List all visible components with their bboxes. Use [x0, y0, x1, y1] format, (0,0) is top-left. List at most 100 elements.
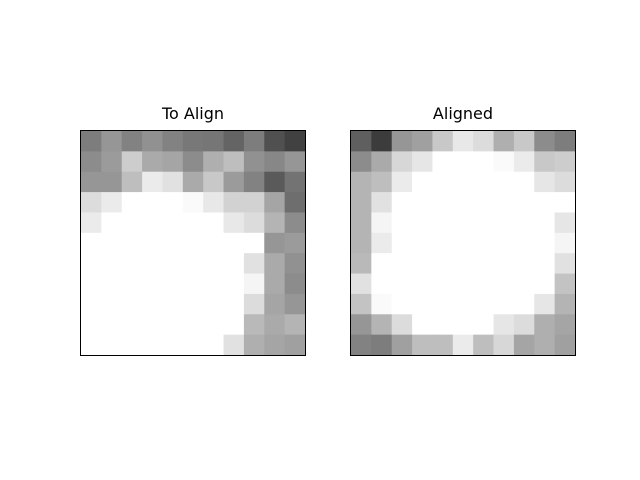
heatmap-cell: [493, 273, 515, 295]
heatmap-cell: [243, 334, 265, 356]
heatmap-to-align: [80, 130, 306, 356]
heatmap-cell: [264, 293, 286, 315]
heatmap-cell: [243, 253, 265, 275]
heatmap-cell: [142, 171, 163, 193]
heatmap-cell: [101, 151, 123, 173]
heatmap-cell: [81, 253, 102, 275]
heatmap-cell: [493, 131, 515, 152]
heatmap-cell: [162, 232, 184, 254]
heatmap-cell: [142, 232, 163, 254]
heatmap-cell: [284, 232, 306, 254]
heatmap-cell: [81, 171, 102, 193]
heatmap-cell: [513, 151, 535, 173]
heatmap-cell: [81, 232, 102, 254]
heatmap-cell: [162, 273, 184, 295]
heatmap-cell: [391, 131, 413, 152]
heatmap-cell: [121, 131, 143, 152]
heatmap-cell: [371, 273, 393, 295]
heatmap-cell: [554, 171, 576, 193]
heatmap-cell: [412, 171, 433, 193]
heatmap-cell: [534, 151, 556, 173]
heatmap-cell: [121, 314, 143, 336]
heatmap-cell: [101, 293, 123, 315]
heatmap-cell: [493, 334, 515, 356]
heatmap-cell: [243, 273, 265, 295]
heatmap-cell: [121, 232, 143, 254]
heatmap-cell: [182, 293, 204, 315]
heatmap-cell: [223, 273, 245, 295]
heatmap-cell: [452, 273, 474, 295]
heatmap-cell: [391, 171, 413, 193]
heatmap-cell: [243, 192, 265, 213]
heatmap-cell: [513, 334, 535, 356]
heatmap-cell: [351, 171, 372, 193]
heatmap-cell: [351, 293, 372, 315]
heatmap-cell: [101, 192, 123, 213]
heatmap-cell: [142, 212, 163, 234]
heatmap-cell: [513, 293, 535, 315]
heatmap-cell: [223, 334, 245, 356]
heatmap-cell: [412, 253, 433, 275]
heatmap-cell: [534, 253, 556, 275]
heatmap-cell: [182, 192, 204, 213]
heatmap-cell: [121, 171, 143, 193]
heatmap-cell: [223, 171, 245, 193]
heatmap-cell: [432, 273, 454, 295]
heatmap-cell: [371, 171, 393, 193]
axes-frame: [80, 130, 306, 356]
heatmap-cell: [371, 192, 393, 213]
heatmap-cell: [473, 171, 495, 193]
heatmap-cell: [351, 151, 372, 173]
heatmap-cell: [412, 232, 433, 254]
heatmap-cell: [264, 232, 286, 254]
heatmap-cell: [223, 192, 245, 213]
heatmap-cell: [243, 171, 265, 193]
heatmap-cell: [162, 171, 184, 193]
heatmap-cell: [81, 273, 102, 295]
heatmap-cell: [513, 192, 535, 213]
heatmap-cell: [142, 314, 163, 336]
heatmap-cell: [284, 273, 306, 295]
heatmap-cell: [264, 314, 286, 336]
heatmap-cell: [142, 131, 163, 152]
heatmap-cell: [554, 293, 576, 315]
heatmap-cell: [101, 131, 123, 152]
heatmap-cell: [121, 192, 143, 213]
heatmap-cell: [284, 212, 306, 234]
heatmap-cell: [81, 334, 102, 356]
heatmap-cell: [452, 192, 474, 213]
heatmap-cell: [493, 151, 515, 173]
heatmap-cell: [203, 334, 225, 356]
heatmap-cell: [182, 171, 204, 193]
heatmap-cell: [223, 131, 245, 152]
heatmap-cell: [243, 293, 265, 315]
heatmap-cell: [493, 232, 515, 254]
heatmap-cell: [513, 253, 535, 275]
heatmap-cell: [554, 192, 576, 213]
heatmap-cell: [412, 212, 433, 234]
heatmap-cell: [554, 253, 576, 275]
heatmap-cell: [432, 232, 454, 254]
heatmap-cell: [203, 131, 225, 152]
heatmap-cell: [534, 131, 556, 152]
heatmap-cell: [412, 293, 433, 315]
heatmap-cell: [264, 171, 286, 193]
heatmap-cell: [371, 253, 393, 275]
heatmap-cell: [264, 334, 286, 356]
heatmap-cell: [554, 334, 576, 356]
heatmap-aligned: [350, 130, 576, 356]
heatmap-cell: [182, 131, 204, 152]
heatmap-cell: [432, 334, 454, 356]
heatmap-cell: [412, 192, 433, 213]
heatmap-cell: [162, 293, 184, 315]
heatmap-cell: [121, 273, 143, 295]
heatmap-cell: [493, 314, 515, 336]
heatmap-cell: [182, 273, 204, 295]
heatmap-cell: [203, 273, 225, 295]
heatmap-cell: [493, 192, 515, 213]
heatmap-cell: [351, 232, 372, 254]
heatmap-cell: [162, 334, 184, 356]
heatmap-cell: [101, 334, 123, 356]
heatmap-cell: [182, 212, 204, 234]
heatmap-cell: [452, 232, 474, 254]
